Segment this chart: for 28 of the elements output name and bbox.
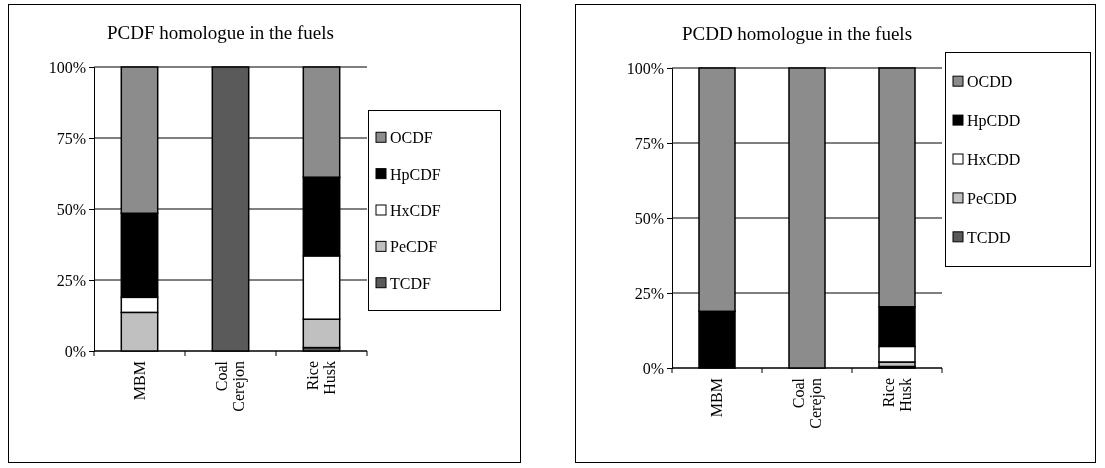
x-tick-label: Rice Husk xyxy=(304,361,338,395)
legend-label: HpCDF xyxy=(390,165,441,184)
legend-label: HxCDD xyxy=(967,151,1021,168)
y-tick-label: 0% xyxy=(642,359,664,377)
x-tick-label: Rice Husk xyxy=(879,378,914,412)
y-tick-label: 75% xyxy=(56,129,86,147)
y-tick-label: 25% xyxy=(634,284,664,302)
legend-label: TCDF xyxy=(390,274,431,292)
y-tick-label: 100% xyxy=(626,59,664,77)
y-tick-label: 75% xyxy=(634,134,664,152)
y-tick-label: 100% xyxy=(48,58,86,76)
legend-label: OCDF xyxy=(390,129,433,147)
legend-label: OCDD xyxy=(967,73,1013,91)
x-tick-label: MBM xyxy=(708,378,725,418)
legend-label: HpCDD xyxy=(967,112,1021,131)
legend-label: HxCDF xyxy=(390,202,441,219)
x-tick-label: Coal Cerejon xyxy=(789,377,825,429)
x-tick-label: Coal Cerejon xyxy=(213,360,248,412)
y-tick-label: 50% xyxy=(56,200,86,218)
legend-label: PeCDD xyxy=(967,189,1017,207)
y-tick-label: 0% xyxy=(64,342,86,360)
y-tick-label: 50% xyxy=(634,209,664,227)
legend-label: PeCDF xyxy=(390,238,438,256)
chart-title: PCDD homologue in the fuels xyxy=(681,23,913,44)
x-tick-label: MBM xyxy=(130,361,148,401)
y-tick-label: 25% xyxy=(56,271,86,289)
chart-title: PCDF homologue in the fuels xyxy=(107,22,334,43)
legend-label: TCDD xyxy=(967,228,1011,246)
